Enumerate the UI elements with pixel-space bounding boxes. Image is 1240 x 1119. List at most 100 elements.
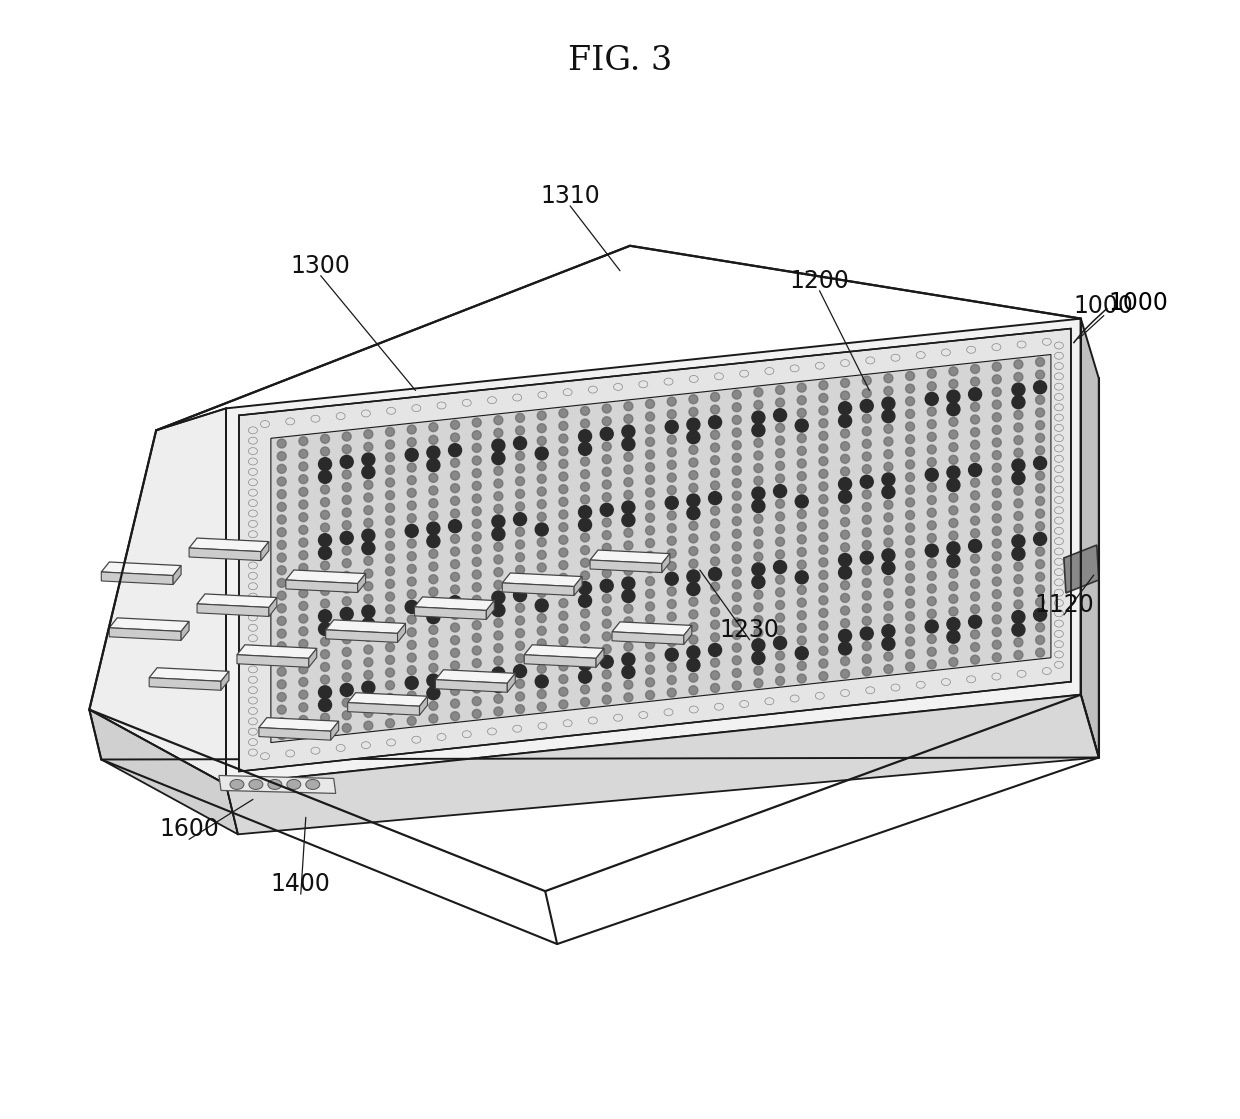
Circle shape xyxy=(711,443,719,452)
Polygon shape xyxy=(286,580,357,593)
Circle shape xyxy=(775,525,785,534)
Circle shape xyxy=(427,598,440,611)
Circle shape xyxy=(687,658,699,671)
Circle shape xyxy=(363,518,373,527)
Circle shape xyxy=(646,514,655,523)
Polygon shape xyxy=(502,583,574,595)
Circle shape xyxy=(494,479,503,488)
Circle shape xyxy=(1014,524,1023,533)
Polygon shape xyxy=(269,598,277,617)
Polygon shape xyxy=(347,693,428,706)
Circle shape xyxy=(928,508,936,517)
Circle shape xyxy=(449,595,461,609)
Circle shape xyxy=(407,476,417,485)
Circle shape xyxy=(1014,600,1023,609)
Circle shape xyxy=(450,535,460,544)
Circle shape xyxy=(537,627,546,636)
Polygon shape xyxy=(613,632,683,645)
Circle shape xyxy=(667,397,676,406)
Circle shape xyxy=(971,529,980,538)
Circle shape xyxy=(321,574,330,583)
Circle shape xyxy=(321,675,330,684)
Circle shape xyxy=(363,570,373,579)
Circle shape xyxy=(928,483,936,492)
Circle shape xyxy=(754,666,763,675)
Circle shape xyxy=(905,422,915,431)
Circle shape xyxy=(862,617,872,626)
Circle shape xyxy=(754,615,763,624)
Circle shape xyxy=(363,594,373,603)
Circle shape xyxy=(1014,575,1023,584)
Circle shape xyxy=(1014,562,1023,571)
Circle shape xyxy=(1012,535,1025,547)
Circle shape xyxy=(429,562,438,571)
Circle shape xyxy=(559,408,568,417)
Circle shape xyxy=(299,589,308,598)
Circle shape xyxy=(363,708,373,717)
Circle shape xyxy=(992,602,1001,611)
Circle shape xyxy=(968,388,982,401)
Circle shape xyxy=(992,652,1001,661)
Circle shape xyxy=(580,571,589,580)
Circle shape xyxy=(427,674,440,687)
Circle shape xyxy=(841,392,849,401)
Circle shape xyxy=(427,687,440,699)
Circle shape xyxy=(689,407,698,416)
Circle shape xyxy=(947,391,960,403)
Circle shape xyxy=(299,576,308,585)
Circle shape xyxy=(321,523,330,532)
Circle shape xyxy=(797,674,806,683)
Circle shape xyxy=(494,467,503,476)
Circle shape xyxy=(429,587,438,596)
Circle shape xyxy=(580,533,589,542)
Circle shape xyxy=(450,547,460,556)
Circle shape xyxy=(278,667,286,676)
Circle shape xyxy=(342,660,351,669)
Circle shape xyxy=(278,528,286,537)
Circle shape xyxy=(450,483,460,492)
Circle shape xyxy=(319,546,331,560)
Circle shape xyxy=(646,590,655,599)
Circle shape xyxy=(299,500,308,509)
Circle shape xyxy=(841,543,849,552)
Circle shape xyxy=(667,612,676,621)
Circle shape xyxy=(537,474,546,483)
Circle shape xyxy=(905,650,915,659)
Circle shape xyxy=(882,562,895,574)
Circle shape xyxy=(708,491,722,505)
Circle shape xyxy=(492,439,505,452)
Circle shape xyxy=(494,567,503,576)
Polygon shape xyxy=(347,703,419,715)
Circle shape xyxy=(321,650,330,659)
Circle shape xyxy=(947,479,960,491)
Circle shape xyxy=(299,526,308,535)
Circle shape xyxy=(472,646,481,655)
Circle shape xyxy=(754,477,763,486)
Circle shape xyxy=(818,633,828,642)
Circle shape xyxy=(751,651,765,665)
Circle shape xyxy=(622,514,635,527)
Circle shape xyxy=(407,463,417,472)
Circle shape xyxy=(600,504,614,516)
Circle shape xyxy=(472,595,481,604)
Circle shape xyxy=(299,563,308,573)
Polygon shape xyxy=(102,562,181,575)
Circle shape xyxy=(580,457,589,466)
Circle shape xyxy=(711,684,719,693)
Circle shape xyxy=(472,633,481,642)
Circle shape xyxy=(818,659,828,668)
Circle shape xyxy=(733,656,742,665)
Polygon shape xyxy=(1081,319,1099,758)
Circle shape xyxy=(299,601,308,610)
Circle shape xyxy=(754,439,763,448)
Circle shape xyxy=(429,486,438,495)
Circle shape xyxy=(603,454,611,463)
Circle shape xyxy=(450,560,460,568)
Circle shape xyxy=(992,476,1001,485)
Circle shape xyxy=(797,561,806,570)
Circle shape xyxy=(472,697,481,706)
Circle shape xyxy=(386,453,394,462)
Circle shape xyxy=(775,436,785,445)
Text: 1230: 1230 xyxy=(719,618,780,642)
Circle shape xyxy=(818,469,828,478)
